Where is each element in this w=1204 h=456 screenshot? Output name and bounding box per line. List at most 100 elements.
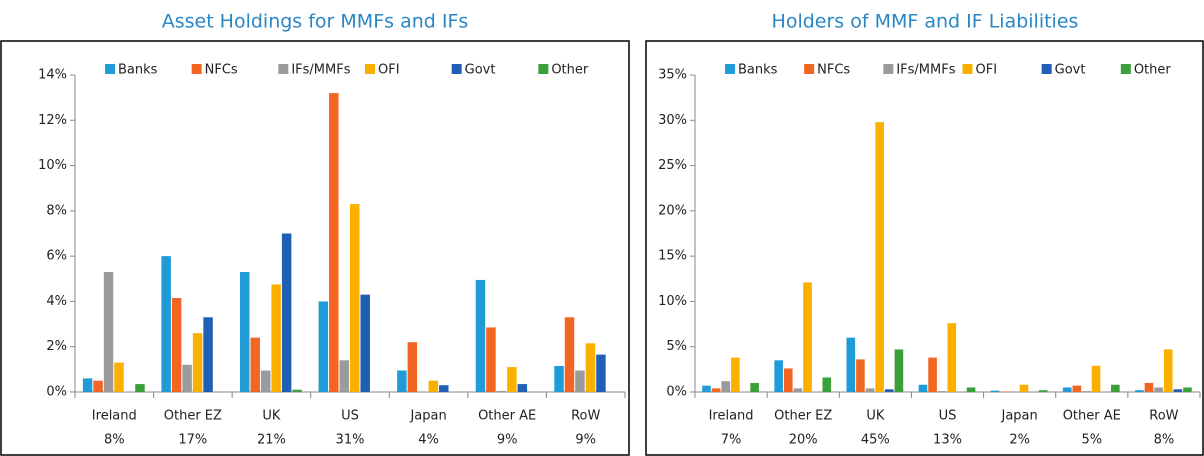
y-tick-label: 6% [46,249,67,264]
bar [865,388,875,392]
chart-frame [0,40,630,456]
bar [496,390,507,392]
x-tick-label: Ireland [709,409,754,424]
y-tick-label: 12% [38,113,67,128]
legend-swatch [725,64,735,74]
legend-label: OFI [378,63,400,78]
bar [990,390,1000,392]
x-tick-label: Other AE [478,409,536,424]
bar [135,384,145,392]
x-tick-share: 7% [721,433,742,448]
bar [240,271,250,392]
bar [585,343,596,392]
bar [114,362,124,392]
y-tick-label: 0% [666,385,687,400]
bar [82,378,93,392]
bar [281,233,292,392]
bar [161,256,171,392]
x-tick-share: 8% [104,433,125,448]
bar [774,360,783,392]
chart-title: Holders of MMF and IF Liabilities [772,11,1079,33]
bar [1062,387,1072,392]
bar [918,384,928,392]
bar [1019,384,1029,392]
bar [793,388,803,392]
x-tick-share: 5% [1081,433,1102,448]
x-tick-share: 21% [257,433,286,448]
x-tick-share: 8% [1154,433,1175,448]
x-tick-label: RoW [1149,409,1178,424]
legend-swatch [191,64,202,74]
x-tick-label: RoW [571,409,600,424]
x-tick-share: 20% [789,433,818,448]
bar [360,294,370,392]
legend-label: Other [1134,63,1172,78]
x-tick-label: Other EZ [164,409,222,424]
legend-swatch [1120,64,1131,74]
legend-swatch [883,64,894,74]
x-tick-label: UK [866,409,885,424]
bar [517,384,528,392]
bar [1072,385,1082,392]
bar [339,360,349,392]
bar [350,204,360,392]
bar [1163,349,1173,392]
x-tick-label: Japan [409,409,446,424]
bar [750,382,759,392]
bar [1173,389,1183,392]
bar [1091,365,1101,392]
legend-label: Govt [465,63,496,78]
y-tick-label: 10% [38,158,67,173]
legend-label: Banks [118,63,158,78]
x-tick-label: Other EZ [774,409,832,424]
x-tick-share: 45% [861,433,890,448]
bar [486,327,496,392]
chart-frame [645,40,1204,456]
bar [182,364,192,392]
legend-swatch [538,64,549,74]
y-tick-label: 25% [658,158,687,173]
legend-label: IFs/MMFs [896,63,955,78]
legend-swatch [365,64,375,74]
y-tick-label: 35% [658,68,687,83]
x-tick-label: Other AE [1063,409,1121,424]
bar [171,298,182,392]
bar [856,359,865,392]
bar [731,357,740,392]
y-tick-label: 20% [658,203,687,218]
y-tick-label: 5% [666,339,687,354]
legend-label: Govt [1055,63,1086,78]
x-tick-share: 9% [497,433,518,448]
bar [702,385,711,392]
y-tick-label: 0% [46,385,67,400]
bar [329,93,339,392]
bar [1183,387,1192,392]
chart-title: Asset Holdings for MMFs and IFs [162,11,469,33]
x-tick-share: 4% [418,433,439,448]
bar [721,381,731,392]
bar [596,354,606,392]
y-tick-label: 15% [658,249,687,264]
legend-label: Banks [738,63,778,78]
y-tick-label: 2% [46,339,67,354]
y-tick-label: 10% [658,294,687,309]
bar [711,388,721,392]
legend-swatch [804,64,815,74]
x-tick-share: 2% [1009,433,1030,448]
bar [937,391,947,392]
bar [428,380,439,392]
bar [1038,390,1048,392]
bar [260,370,271,392]
bar [192,333,203,392]
bar [1082,391,1091,392]
bar [884,389,894,392]
legend-swatch [1041,64,1052,74]
legend-label: NFCs [205,63,238,78]
bar [822,377,832,392]
bar [1135,390,1144,392]
bar [203,317,213,392]
bar [783,368,793,392]
y-tick-label: 4% [46,294,67,309]
bar [803,282,812,392]
bar [439,385,449,392]
